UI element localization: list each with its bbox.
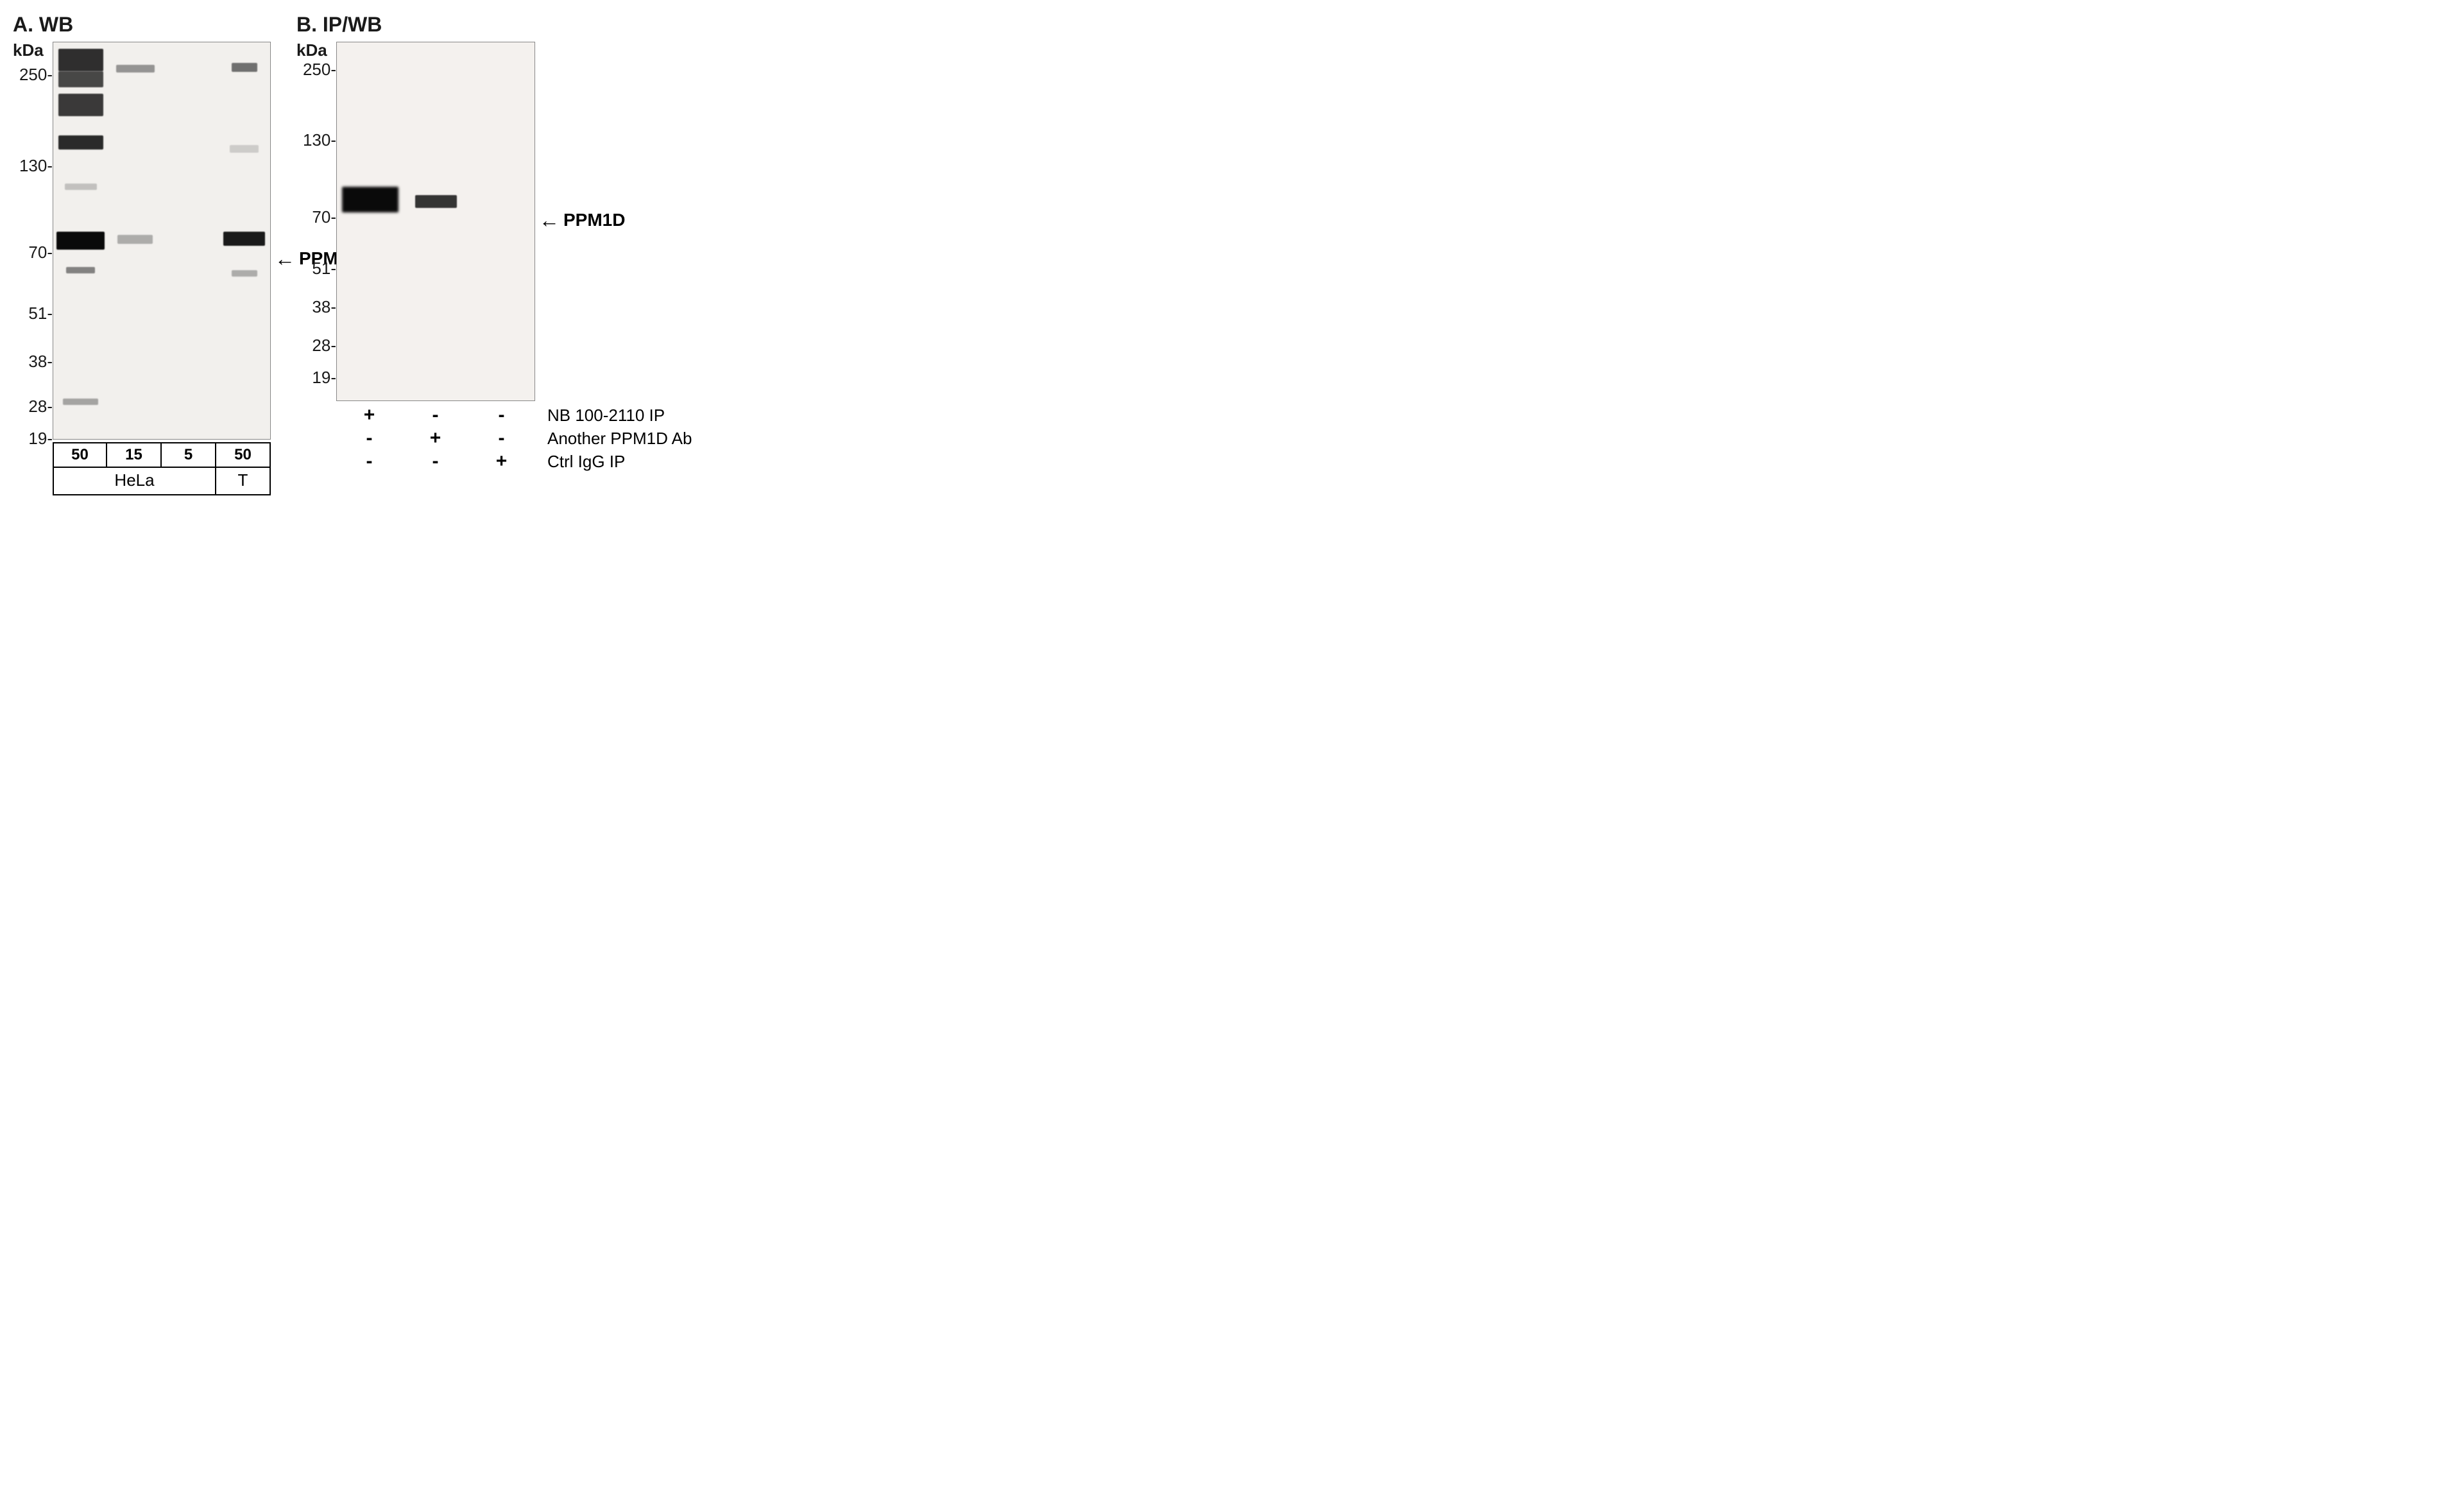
ip-condition-row: --+Ctrl IgG IP [336,450,728,473]
arrow-glyph: ← [275,248,295,269]
blot-band [58,94,103,116]
ip-condition-row: -+-Another PPM1D Ab [336,427,728,450]
mw-marker: 28- [312,337,336,354]
blot-band [342,187,398,212]
blot-band [66,267,95,273]
panel-b-title: B. IP/WB [296,13,728,37]
mw-marker: 130- [303,132,336,148]
ip-condition-label: Another PPM1D Ab [547,429,692,449]
target-name-b: PPM1D [563,210,625,230]
panel-a-wb: A. WB kDa 250-130-70-51-38-28-19- 501555… [13,13,271,495]
blot-band [58,135,103,150]
ip-condition-cell: - [402,451,468,472]
ip-lane-labels: +--NB 100-2110 IP-+-Another PPM1D Ab--+C… [336,404,728,473]
molecular-weight-ladder-b: 250- 130- 70- 51- 38- 28- 19- [296,42,336,401]
lane-labels-a: 5015550 [53,442,271,468]
ip-condition-cell: - [468,404,535,426]
lane-load-label: 50 [53,442,107,468]
molecular-weight-ladder-a: 250-130-70-51-38-28-19- [13,42,53,440]
mw-marker: 130- [19,157,53,174]
panel-a-title: A. WB [13,13,271,37]
ip-condition-cell: - [336,451,402,472]
ip-condition-cell: + [468,451,535,472]
panel-b-container: kDa 250-130-70-51-38-28-19- +--NB 100-21… [296,42,728,473]
sample-label: HeLa [53,467,216,495]
lane-load-label: 15 [107,442,162,468]
ip-condition-cell: - [402,404,468,426]
ip-condition-cell: - [336,427,402,449]
mw-marker: 51- [28,305,53,322]
sample-labels-a: HeLaT [53,467,271,495]
mw-marker: 70- [312,209,336,225]
blot-band [230,145,259,153]
mw-marker: 38- [28,353,53,370]
blot-band [117,235,153,244]
ip-condition-cell: + [336,404,402,426]
blot-band [58,49,103,71]
western-blot-a [53,42,271,440]
blot-band [65,184,97,190]
blot-band [56,232,105,250]
blot-band [232,270,257,277]
lane-load-label: 50 [216,442,271,468]
blot-band [223,232,265,246]
mw-marker: 19- [28,430,53,447]
mw-marker: 38- [312,298,336,315]
mw-marker: 250- [19,66,53,83]
ip-condition-cell: - [468,427,535,449]
ip-condition-cell: + [402,427,468,449]
sample-label: T [216,467,271,495]
blot-band [58,71,103,87]
ip-condition-label: Ctrl IgG IP [547,452,625,472]
blot-band [415,195,457,208]
ip-condition-label: NB 100-2110 IP [547,406,665,425]
lane-load-label: 5 [162,442,216,468]
mw-marker: 250- [303,61,336,78]
panel-b-ipwb: B. IP/WB kDa 250-130-70-51-38-28-19- +--… [296,13,728,495]
mw-marker: 70- [28,244,53,261]
blot-band [63,399,98,405]
target-arrow-b: ← PPM1D [539,210,625,230]
mw-marker: 28- [28,398,53,415]
panel-a-container: kDa 250-130-70-51-38-28-19- 5015550 HeLa… [13,42,271,495]
western-blot-b [336,42,535,401]
ip-condition-row: +--NB 100-2110 IP [336,404,728,427]
arrow-glyph: ← [539,210,560,230]
blot-band [116,65,155,73]
mw-marker: 51- [312,260,336,277]
mw-marker: 19- [312,369,336,386]
blot-band [232,63,257,72]
